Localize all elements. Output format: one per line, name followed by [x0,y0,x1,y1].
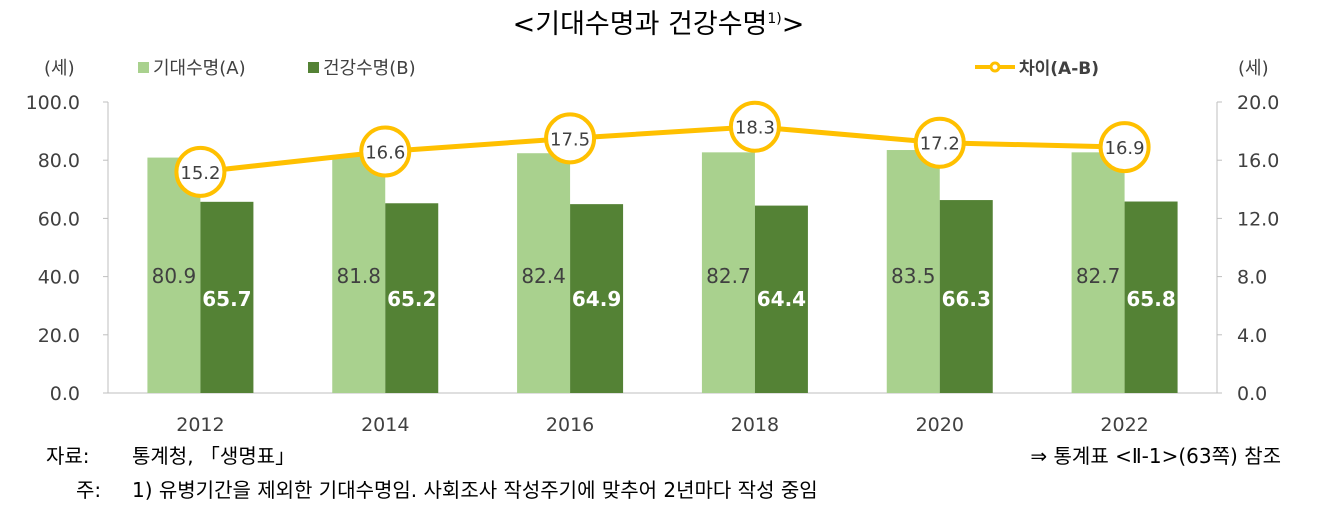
right-axis-unit: (세) [1238,58,1269,79]
note-label: 주: [76,478,102,502]
bar-healthy-life [754,205,808,393]
bar-expected-life [1071,152,1125,393]
bar-label-healthy-life: 65.8 [1126,287,1175,311]
bar-label-expected-life: 81.8 [336,264,381,288]
bar-expected-life [517,153,571,393]
bar-label-expected-life: 80.9 [152,264,197,288]
bar-label-expected-life: 82.7 [706,264,751,288]
bar-expected-life [147,157,201,393]
title-footnote-mark: 1) [767,11,782,27]
bar-label-healthy-life: 65.7 [202,287,251,311]
left-tick-label: 0.0 [50,383,80,405]
bar-label-healthy-life: 64.9 [572,287,621,311]
x-tick-label: 2020 [916,414,964,436]
reference-text: ⇒ 통계표 <Ⅱ-1>(63쪽) 참조 [1030,444,1281,468]
bar-expected-life [332,154,386,393]
legend-item-diff: 차이(A-B) [975,54,1099,79]
right-tick-label: 16.0 [1237,150,1279,172]
legend-item-b: 건강수명(B) [308,54,416,80]
left-tick-label: 20.0 [38,325,80,347]
bar-label-healthy-life: 66.3 [942,287,991,311]
x-tick-label: 2022 [1100,414,1148,436]
right-tick-label: 20.0 [1237,92,1279,114]
legend-item-a: 기대수명(A) [138,54,246,80]
bar-healthy-life [939,200,993,393]
source-text: 통계청, 「생명표」 [132,444,296,468]
bar-label-healthy-life: 65.2 [387,287,436,311]
difference-marker [174,145,227,198]
left-tick-label: 100.0 [26,92,80,114]
bar-label-expected-life: 82.4 [521,264,566,288]
difference-line [200,124,1125,175]
x-tick-label: 2016 [546,414,594,436]
right-tick-label: 0.0 [1237,383,1267,405]
difference-label: 18.3 [735,118,775,139]
title-text: <기대수명과 건강수명 [512,9,768,40]
right-tick-label: 8.0 [1237,267,1267,289]
right-tick-label: 4.0 [1237,325,1267,347]
legend-swatch-b [308,61,319,73]
difference-marker [913,116,966,169]
left-axis-unit: (세) [44,58,75,79]
bar-healthy-life [570,204,624,393]
chart-plot: 0.0 20.0 40.0 60.0 80.0 100.0 0.0 4.0 8.0 12.0 16.… [26,92,1280,436]
x-tick-label: 2018 [731,414,779,436]
source-label: 자료: [46,444,90,468]
difference-label: 16.9 [1105,138,1145,159]
legend-label-b: 건강수명(B) [323,58,416,79]
x-tick-label: 2014 [361,414,409,436]
chart-title: <기대수명과 건강수명1)> [0,2,1317,41]
left-tick-label: 60.0 [38,208,80,230]
bar-healthy-life [385,203,439,393]
difference-marker [359,125,412,178]
legend-label-a: 기대수명(A) [153,58,246,79]
legend-line-marker-icon [975,61,1015,72]
legend-swatch-a [138,61,149,73]
note-text: 1) 유병기간을 제외한 기대수명임. 사회조사 작성주기에 맞추어 2년마다 … [132,478,818,502]
difference-label: 17.2 [920,134,960,155]
difference-label: 16.6 [365,142,405,163]
bar-expected-life [701,152,755,393]
difference-label: 15.2 [180,163,220,184]
difference-label: 17.5 [550,129,590,150]
bar-label-expected-life: 83.5 [891,264,936,288]
x-tick-label: 2012 [176,414,224,436]
difference-marker [728,100,781,153]
bar-label-healthy-life: 64.4 [757,287,806,311]
bar-label-expected-life: 82.7 [1076,264,1121,288]
left-tick-label: 40.0 [38,267,80,289]
difference-marker [544,112,597,165]
right-tick-label: 12.0 [1237,208,1279,230]
legend-label-diff: 차이(A-B) [1019,59,1099,79]
left-tick-label: 80.0 [38,150,80,172]
bar-expected-life [886,150,940,393]
bar-healthy-life [200,201,254,393]
bar-healthy-life [1124,201,1178,393]
title-end: > [781,9,805,40]
difference-marker [1098,121,1151,174]
